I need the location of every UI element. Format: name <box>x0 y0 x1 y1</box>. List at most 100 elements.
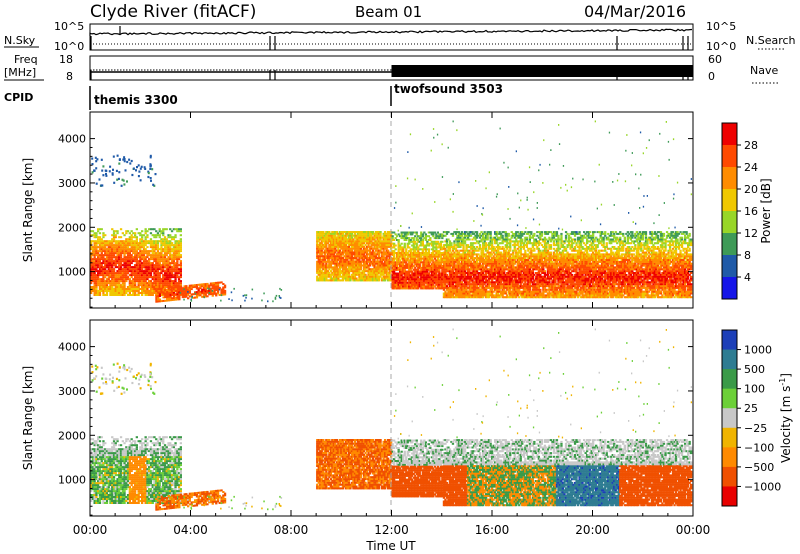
power-echo-cell <box>97 294 100 296</box>
power-echo-cell <box>335 236 338 239</box>
power-echo-cell <box>109 252 112 255</box>
power-echo-cell <box>387 268 390 271</box>
power-echo-cell <box>211 284 214 287</box>
power-echo-cell <box>153 250 156 253</box>
power-echo-cell <box>100 286 103 288</box>
power-echo-cell <box>367 266 370 269</box>
power-echo-cell <box>176 282 179 285</box>
power-echo-cell <box>400 253 403 256</box>
power-echo-cell <box>132 256 135 259</box>
power-echo-cell <box>156 290 160 292</box>
power-echo-cell <box>399 268 402 271</box>
power-echo-cell <box>160 291 163 294</box>
power-echo-cell <box>151 168 154 171</box>
power-echo-cell <box>368 273 372 276</box>
power-echo-cell <box>391 276 394 279</box>
power-echo-cell <box>365 258 369 261</box>
power-echo-cell <box>93 266 96 269</box>
power-echo-cell <box>384 242 387 245</box>
power-echo-cell <box>328 264 331 267</box>
power-echo-cell <box>384 270 387 273</box>
power-echo-cell <box>130 260 133 263</box>
power-echo-cell <box>163 288 167 290</box>
power-echo-cell <box>153 274 156 277</box>
power-echo-cell <box>95 232 98 235</box>
power-echo-cell <box>172 258 175 261</box>
power-echo-cell <box>322 279 325 282</box>
power-echo-cell <box>353 234 357 237</box>
power-echo-cell <box>151 250 154 253</box>
power-echo-cell <box>371 247 375 250</box>
power-echo-cell <box>100 252 103 255</box>
power-echo-cell <box>319 245 322 248</box>
beam-title: Beam 01 <box>355 3 422 21</box>
power-echo-cell <box>325 242 328 245</box>
power-echo-cell <box>158 278 161 281</box>
power-echo-cell <box>218 288 221 291</box>
power-echo-cell <box>359 245 363 248</box>
power-echo-cell <box>358 231 361 233</box>
power-echo-cell <box>409 266 412 269</box>
power-echo-cell <box>331 245 334 248</box>
power-echo-cell <box>119 240 123 243</box>
power-echo-cell <box>332 257 335 259</box>
power-echo-cell <box>408 237 411 240</box>
power-echo-cell <box>105 288 109 290</box>
power-echo-cell <box>134 264 137 267</box>
power-echo-cell <box>402 281 405 284</box>
power-echo-cell <box>98 178 101 181</box>
power-echo-cell <box>116 250 119 253</box>
power-echo-cell <box>337 244 340 246</box>
power-echo-cell <box>396 272 399 275</box>
power-echo-cell <box>316 275 319 278</box>
power-echo-cell <box>362 251 366 254</box>
power-echo-cell <box>409 279 412 282</box>
power-echo-cell <box>408 281 411 284</box>
power-echo-cell <box>421 235 424 238</box>
power-echo-cell <box>463 236 467 239</box>
power-echo-cell <box>118 286 121 288</box>
power-echo-cell <box>432 259 435 262</box>
power-echo-cell <box>432 287 435 290</box>
power-echo-cell <box>139 250 142 253</box>
power-echo-cell <box>371 253 375 256</box>
power-echo-cell <box>388 251 391 254</box>
power-echo-cell <box>132 248 135 251</box>
power-echo-cell <box>174 228 177 231</box>
power-echo-cell <box>376 268 379 271</box>
power-echo-cell <box>469 260 473 263</box>
power-echo-cell <box>98 240 102 243</box>
power-echo-cell <box>453 242 456 245</box>
power-echo-cell <box>400 263 403 266</box>
power-echo-cell <box>220 281 223 284</box>
power-echo-cell <box>362 236 366 239</box>
power-echo-cell <box>132 266 135 269</box>
power-echo-cell <box>98 256 102 259</box>
power-echo-cell <box>411 287 414 290</box>
power-echo-cell <box>134 250 137 253</box>
power-echo-cell <box>344 240 348 243</box>
power-echo-cell <box>376 231 379 233</box>
power-echo-cell <box>123 262 126 265</box>
power-echo-cell <box>123 294 126 296</box>
power-echo-cell <box>167 236 170 239</box>
power-echo-cell <box>365 253 369 256</box>
power-echo-cell <box>374 255 378 258</box>
power-echo-cell <box>162 240 165 243</box>
power-echo-cell <box>197 294 200 297</box>
power-echo-cell <box>128 158 131 161</box>
power-echo-cell <box>356 270 360 273</box>
power-echo-cell <box>489 231 492 234</box>
power-echo-cell <box>494 236 497 239</box>
power-echo-cell <box>132 294 135 296</box>
power-echo-cell <box>406 237 409 240</box>
power-echo-cell <box>137 274 140 277</box>
power-echo-cell <box>335 271 338 274</box>
power-echo-cell <box>379 271 382 274</box>
power-echo-cell <box>370 262 373 265</box>
power-echo-cell <box>325 279 328 282</box>
power-echo-cell <box>222 293 225 296</box>
power-echo-cell <box>349 260 352 263</box>
power-echo-cell <box>160 266 163 269</box>
power-echo-cell <box>142 244 146 247</box>
